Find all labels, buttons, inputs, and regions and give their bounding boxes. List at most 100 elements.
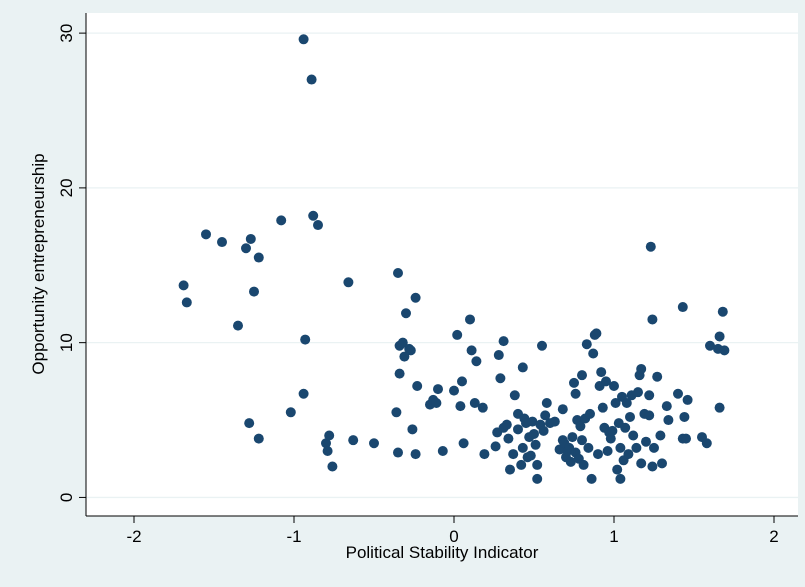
data-point	[529, 428, 539, 439]
data-point	[405, 345, 416, 356]
data-point	[505, 464, 515, 475]
data-point	[569, 377, 579, 388]
data-point	[308, 210, 319, 221]
data-point	[549, 416, 560, 427]
data-point	[615, 442, 626, 453]
data-point	[620, 422, 631, 433]
data-point	[327, 461, 338, 472]
data-point	[477, 402, 488, 413]
data-point	[471, 356, 482, 367]
data-point	[458, 438, 469, 449]
data-point	[625, 411, 635, 422]
data-point	[541, 398, 552, 409]
data-point	[517, 362, 528, 373]
data-point	[479, 449, 490, 460]
data-point	[714, 402, 725, 413]
data-point	[348, 435, 359, 446]
data-point	[557, 404, 568, 415]
data-point	[570, 388, 581, 399]
data-point	[575, 421, 586, 432]
data-point	[631, 442, 642, 453]
data-point	[532, 473, 543, 484]
y-tick-label: 0	[57, 493, 76, 502]
data-point	[717, 306, 728, 317]
y-axis-ticks: 0 10 20 30	[57, 24, 86, 502]
data-point	[537, 340, 547, 351]
data-point	[527, 416, 538, 427]
data-point	[673, 388, 683, 399]
y-axis-title: Opportunity entrepreneurship	[29, 153, 48, 374]
data-point	[516, 459, 527, 470]
data-point	[452, 329, 463, 340]
data-point	[636, 363, 647, 374]
data-point	[498, 336, 509, 347]
data-point	[565, 456, 576, 467]
data-point	[636, 458, 647, 469]
data-point	[719, 345, 730, 356]
y-tick-label: 20	[57, 178, 76, 197]
data-point	[577, 370, 587, 381]
data-point	[647, 461, 658, 472]
data-point	[610, 398, 621, 409]
y-tick-label: 30	[57, 24, 76, 43]
data-point	[306, 74, 317, 85]
data-point	[393, 447, 403, 458]
data-point	[298, 388, 309, 399]
gridlines	[86, 32, 798, 499]
data-point	[397, 337, 408, 348]
plot-area	[86, 13, 798, 516]
data-point	[399, 351, 410, 362]
data-point	[233, 320, 243, 331]
data-point	[343, 277, 354, 288]
data-point	[276, 215, 287, 226]
data-point	[249, 286, 259, 297]
data-point	[501, 419, 512, 430]
data-point	[577, 435, 587, 446]
data-point	[621, 398, 632, 409]
data-point	[217, 237, 227, 248]
data-point	[490, 441, 501, 452]
x-axis-ticks: -2 -1 0 1 2	[126, 516, 779, 546]
y-tick-label: 10	[57, 333, 76, 352]
data-point	[602, 445, 613, 456]
data-point	[369, 438, 379, 449]
data-point	[657, 458, 667, 469]
data-point	[412, 380, 423, 391]
data-point	[324, 430, 335, 441]
data-point	[410, 449, 421, 460]
data-point	[455, 401, 466, 412]
data-point	[244, 418, 255, 429]
data-point	[437, 445, 448, 456]
data-point	[530, 439, 541, 450]
data-point	[601, 376, 611, 387]
data-point	[649, 442, 659, 453]
x-tick-label: -1	[286, 527, 301, 546]
data-point	[682, 394, 693, 405]
x-tick-label: 2	[769, 527, 778, 546]
data-point	[449, 385, 459, 396]
data-point	[517, 442, 528, 453]
data-point	[313, 220, 323, 231]
data-point	[433, 384, 443, 395]
data-point	[628, 430, 639, 441]
data-point	[493, 350, 504, 361]
data-point	[652, 371, 663, 382]
data-point	[705, 340, 715, 351]
x-axis-title: Political Stability Indicator	[346, 543, 539, 562]
data-point	[644, 390, 655, 401]
data-point	[298, 34, 309, 45]
x-tick-label: 1	[609, 527, 618, 546]
data-point	[393, 268, 403, 279]
data-point	[465, 314, 475, 325]
data-point	[241, 243, 251, 254]
data-point	[701, 438, 712, 449]
data-point	[300, 334, 311, 345]
x-tick-label: 0	[449, 527, 458, 546]
data-point	[578, 459, 589, 470]
data-point	[588, 348, 599, 359]
data-point	[633, 387, 643, 398]
data-point	[663, 415, 674, 426]
data-point	[623, 449, 634, 460]
data-point	[508, 449, 519, 460]
data-point	[644, 410, 655, 421]
